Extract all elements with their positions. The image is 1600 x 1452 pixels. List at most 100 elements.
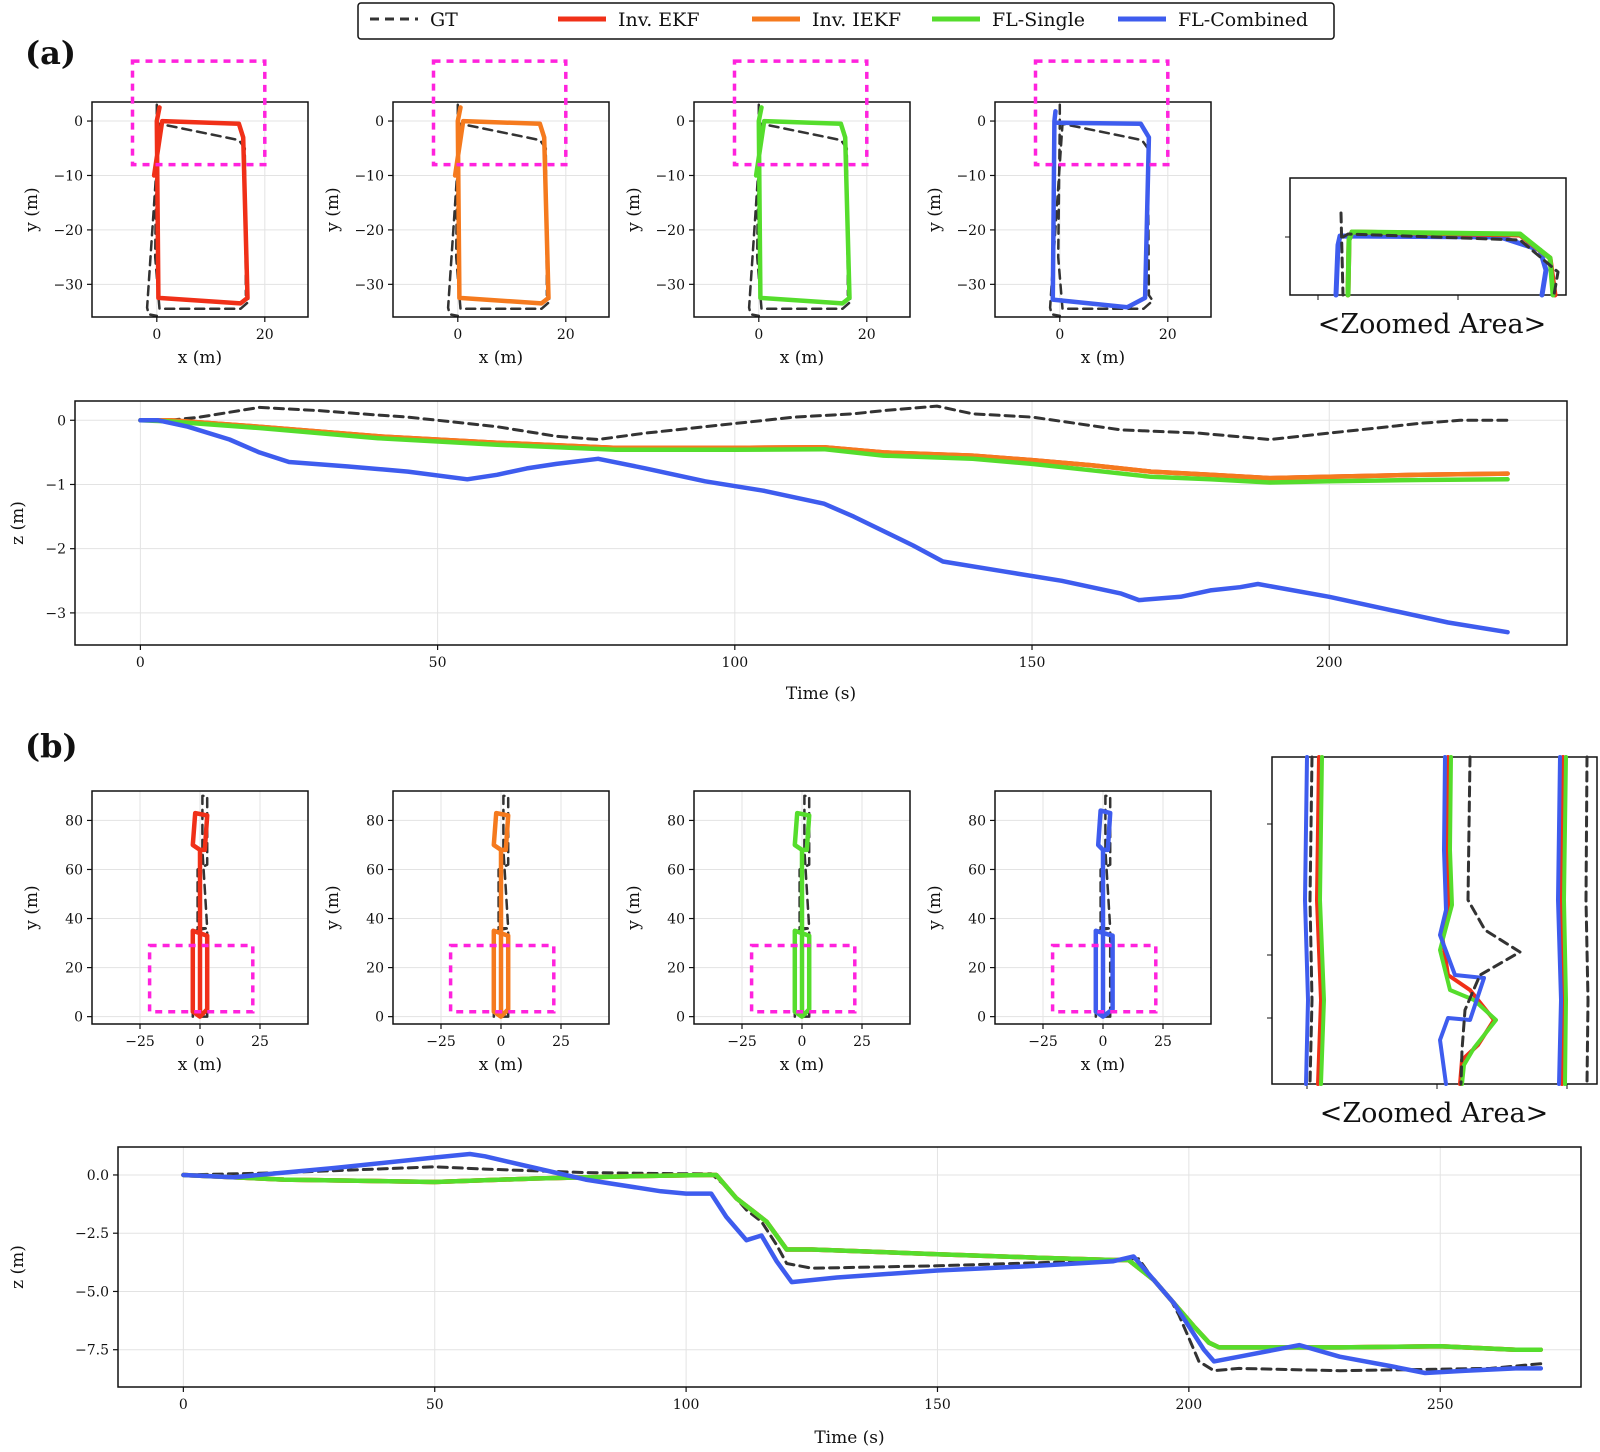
x-tick-label: 150 <box>924 1397 951 1413</box>
y-tick-label: 40 <box>366 912 384 928</box>
y-tick-label: −20 <box>53 223 83 239</box>
series-gt <box>181 1165 1543 1373</box>
y-axis-label: z (m) <box>8 1245 28 1289</box>
y-tick-label: 20 <box>65 961 83 977</box>
zoom-caption-a: <Zoomed Area> <box>1318 309 1546 340</box>
x-tick-label: 0 <box>1099 1034 1108 1050</box>
series-fl-combined <box>1050 109 1152 310</box>
x-axis-label: x (m) <box>1081 348 1125 368</box>
panel-label-a: (a) <box>25 34 76 72</box>
zoom-region-box <box>448 943 556 1014</box>
x-tick-label: 50 <box>426 1397 444 1413</box>
x-tick-label: 0 <box>136 655 145 671</box>
subplot-a-xy-2: 0 20 0 −10 −20 −30 x (m) y (m) <box>323 59 610 368</box>
x-tick-label: −25 <box>125 1034 155 1050</box>
x-tick-label: 200 <box>1175 1397 1202 1413</box>
legend-label: FL-Combined <box>1178 9 1308 31</box>
x-tick-label: 20 <box>256 327 274 343</box>
series-fl-combined <box>138 418 1510 635</box>
axes-frame <box>392 101 610 318</box>
y-tick-label: −5.0 <box>75 1284 109 1300</box>
y-tick-label: 0 <box>375 114 384 130</box>
y-tick-label: 60 <box>366 862 384 878</box>
y-tick-label: 20 <box>968 961 986 977</box>
series-inv-ekf <box>190 810 210 1019</box>
y-axis-label: y (m) <box>323 885 343 930</box>
legend-label: GT <box>430 9 458 31</box>
x-axis-label: x (m) <box>479 348 523 368</box>
y-tick-label: −30 <box>354 277 384 293</box>
y-tick-label: 80 <box>366 813 384 829</box>
y-tick-label: 0 <box>676 114 685 130</box>
y-axis-label: y (m) <box>22 187 42 232</box>
series-fl-single <box>138 418 1510 485</box>
zoom-series-fl-combined <box>1438 755 1486 1086</box>
x-tick-label: 25 <box>853 1034 871 1050</box>
x-tick-label: 0 <box>798 1034 807 1050</box>
zoom-series-fl-combined <box>1303 755 1310 1086</box>
y-axis-label: z (m) <box>8 501 28 545</box>
subplot-b-xy-2: −25 0 25 0 20 40 60 80 x (m) y (m) <box>323 790 610 1075</box>
series-fl-single <box>792 810 812 1019</box>
y-tick-label: 40 <box>667 912 685 928</box>
x-tick-label: 20 <box>557 327 575 343</box>
x-tick-label: 50 <box>429 655 447 671</box>
y-tick-label: 0 <box>977 114 986 130</box>
x-tick-label: 100 <box>673 1397 700 1413</box>
x-axis-label: x (m) <box>780 1055 824 1075</box>
y-tick-label: −20 <box>956 223 986 239</box>
y-tick-label: 0 <box>57 413 66 429</box>
y-axis-label: y (m) <box>925 885 945 930</box>
zoom-region-box <box>147 943 255 1014</box>
y-axis-label: y (m) <box>624 187 644 232</box>
series-gt <box>1048 103 1154 318</box>
y-tick-label: 60 <box>65 862 83 878</box>
x-tick-label: 0 <box>196 1034 205 1050</box>
zoom-series-fl-combined <box>1556 755 1563 1086</box>
x-tick-label: 0 <box>453 327 462 343</box>
zoom-series-fl-combined <box>1333 233 1549 298</box>
axes-frame <box>74 400 1568 646</box>
x-tick-label: 0 <box>1055 327 1064 343</box>
y-tick-label: −10 <box>53 168 83 184</box>
legend: GT Inv. EKF Inv. IEKF FL-Single FL-Combined <box>357 2 1335 40</box>
y-tick-label: −3 <box>45 606 66 622</box>
series-inv-iekf <box>452 105 551 306</box>
y-tick-label: 0 <box>977 1010 986 1026</box>
x-tick-label: 0 <box>179 1397 188 1413</box>
subplot-b-z: 0 50 100 150 200 250 0.0 −2.5 −5.0 −7.5 Time (s) z … <box>8 1146 1582 1448</box>
y-tick-label: −20 <box>655 223 685 239</box>
y-tick-label: 0 <box>74 114 83 130</box>
zoom-panel-b: <Zoomed Area> <box>1267 755 1598 1129</box>
x-axis-label: x (m) <box>178 1055 222 1075</box>
series-fl-single <box>753 105 852 306</box>
y-axis-label: y (m) <box>22 885 42 930</box>
zoom-region-box <box>1050 943 1158 1014</box>
x-axis-label: x (m) <box>479 1055 523 1075</box>
x-tick-label: −25 <box>426 1034 456 1050</box>
y-axis-label: y (m) <box>323 187 343 232</box>
x-axis-label: x (m) <box>780 348 824 368</box>
x-tick-label: 150 <box>1019 655 1046 671</box>
x-tick-label: 25 <box>552 1034 570 1050</box>
series-fl-combined <box>1093 808 1115 1019</box>
y-tick-label: −2.5 <box>75 1226 109 1242</box>
zoom-series-inv-ekf <box>1315 755 1323 1086</box>
y-tick-label: 80 <box>968 813 986 829</box>
series-gt <box>138 404 1510 441</box>
zoom-caption-b: <Zoomed Area> <box>1320 1098 1548 1129</box>
panel-label-b: (b) <box>25 727 78 765</box>
y-tick-label: 0 <box>676 1010 685 1026</box>
x-tick-label: 20 <box>858 327 876 343</box>
legend-box <box>357 2 1335 40</box>
legend-label: Inv. EKF <box>618 9 700 31</box>
y-tick-label: 0 <box>375 1010 384 1026</box>
y-tick-label: 40 <box>65 912 83 928</box>
zoom-series-fl-single <box>1562 755 1568 1086</box>
axes-frame <box>117 1146 1582 1388</box>
y-axis-label: y (m) <box>925 187 945 232</box>
y-tick-label: 80 <box>667 813 685 829</box>
zoom-series-fl-single <box>1438 755 1498 1086</box>
zoom-series-fl-single <box>1318 755 1326 1086</box>
